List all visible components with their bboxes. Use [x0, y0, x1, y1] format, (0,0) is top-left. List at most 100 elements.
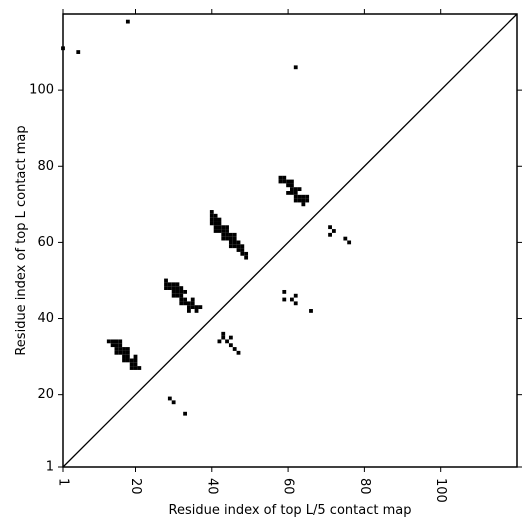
contact-point	[164, 286, 168, 290]
contact-point	[190, 301, 195, 306]
contact-point	[118, 350, 123, 355]
plot-frame	[62, 13, 518, 468]
contact-point	[228, 236, 233, 241]
x-tick-label: 100	[433, 478, 448, 503]
contact-point	[221, 232, 226, 237]
contact-point	[347, 240, 352, 245]
contact-point	[167, 396, 172, 401]
contact-point	[293, 301, 298, 306]
contact-point	[236, 248, 241, 252]
contact-point	[221, 331, 226, 336]
contact-point	[118, 339, 123, 344]
contact-point	[282, 297, 287, 302]
contact-point	[301, 198, 306, 203]
contact-point	[125, 347, 130, 351]
x-tick-label: 40	[204, 478, 219, 495]
contact-point	[179, 286, 184, 290]
contact-point	[122, 350, 126, 355]
x-tick-label: 80	[357, 478, 372, 495]
contact-point	[137, 366, 142, 370]
contact-point	[293, 187, 298, 192]
contact-point	[282, 175, 287, 180]
contact-point	[183, 289, 187, 294]
contact-point	[236, 350, 241, 355]
contact-point	[179, 289, 184, 294]
contact-point	[213, 229, 218, 233]
contact-point	[286, 183, 290, 188]
contact-point	[213, 217, 218, 222]
contact-point	[186, 301, 191, 306]
contact-point	[122, 358, 126, 363]
contact-point	[244, 251, 249, 256]
contact-point	[309, 309, 313, 313]
contact-point	[236, 244, 241, 249]
contact-point	[209, 221, 214, 226]
y-tick-label: 40	[37, 311, 54, 326]
contact-point	[133, 362, 138, 367]
contact-point	[217, 225, 222, 230]
contact-point	[194, 309, 199, 313]
contact-point	[290, 297, 294, 302]
contact-point	[331, 229, 336, 233]
contact-point	[301, 202, 306, 207]
contact-point	[110, 343, 115, 348]
contact-point	[114, 350, 119, 355]
contact-point	[179, 293, 184, 298]
contact-point	[114, 343, 119, 348]
contact-point	[167, 286, 172, 290]
contact-point	[133, 354, 138, 359]
contact-point	[129, 366, 134, 370]
contact-point	[228, 244, 233, 249]
contact-point	[286, 179, 290, 184]
contact-point	[167, 282, 172, 287]
contact-point	[175, 289, 180, 294]
contact-point	[217, 221, 222, 226]
contact-point	[286, 191, 290, 195]
contact-point	[217, 217, 222, 222]
contact-point	[301, 194, 306, 199]
contact-point	[175, 293, 180, 298]
contact-point	[217, 339, 222, 344]
contact-point	[114, 339, 119, 344]
x-tick-label: 1	[56, 478, 71, 486]
contact-point	[125, 354, 130, 359]
contact-points	[61, 19, 352, 416]
y-axis-label: Residue index of top L contact map	[14, 125, 29, 355]
contact-point	[125, 19, 130, 24]
contact-point	[221, 225, 226, 230]
y-tick-label: 100	[29, 83, 54, 98]
contact-point	[290, 183, 294, 188]
contact-point	[209, 217, 214, 222]
contact-point	[110, 339, 115, 344]
contact-point	[282, 179, 287, 184]
contact-point	[225, 229, 229, 233]
contact-point	[232, 232, 237, 237]
contact-point	[129, 362, 134, 367]
contact-point	[171, 400, 176, 405]
contact-point	[225, 236, 229, 241]
contact-point	[194, 305, 199, 310]
contact-point	[221, 236, 226, 241]
contact-point	[228, 335, 233, 340]
y-tick-label: 80	[37, 159, 54, 174]
contact-point	[305, 194, 310, 199]
contact-point	[278, 179, 283, 184]
contact-point	[293, 194, 298, 199]
x-axis-label: Residue index of top L/5 contact map	[169, 503, 412, 518]
contact-point	[171, 286, 176, 290]
contact-point	[297, 194, 302, 199]
contact-point	[186, 309, 191, 313]
x-tick-label: 20	[128, 478, 143, 495]
contact-point	[228, 343, 233, 348]
y-tick-label: 1	[46, 460, 54, 475]
contact-point	[228, 240, 233, 245]
contact-point	[171, 289, 176, 294]
contact-point	[171, 282, 176, 287]
diagonal-reference-line	[62, 13, 518, 468]
contact-point	[129, 358, 134, 363]
contact-point	[240, 251, 245, 256]
contact-point	[293, 198, 298, 203]
contact-point	[244, 255, 249, 260]
x-axis-ticks: 1 20 40 60 80 100	[56, 9, 448, 503]
contact-point	[186, 305, 191, 310]
